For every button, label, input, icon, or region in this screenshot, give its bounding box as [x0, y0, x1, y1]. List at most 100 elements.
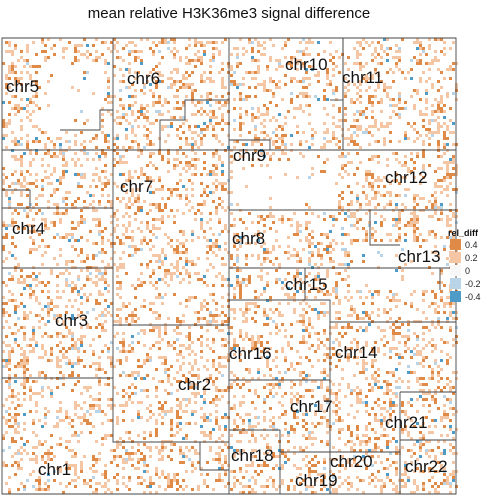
- heatmap-cell: [203, 128, 206, 131]
- heatmap-cell: [26, 50, 29, 53]
- heatmap-cell: [218, 197, 221, 200]
- heatmap-cell: [416, 38, 419, 41]
- heatmap-cell: [437, 386, 440, 389]
- heatmap-cell: [203, 53, 206, 56]
- heatmap-cell: [440, 452, 443, 455]
- heatmap-cell: [59, 272, 62, 275]
- heatmap-cell: [209, 449, 212, 452]
- heatmap-cell: [326, 272, 329, 275]
- heatmap-cell: [212, 365, 215, 368]
- heatmap-cell: [419, 62, 422, 65]
- heatmap-cell: [179, 446, 182, 449]
- heatmap-cell: [434, 398, 437, 401]
- heatmap-cell: [152, 101, 155, 104]
- heatmap-cell: [137, 443, 140, 446]
- heatmap-cell: [314, 131, 317, 134]
- heatmap-cell: [155, 110, 158, 113]
- heatmap-cell: [173, 116, 176, 119]
- heatmap-cell: [272, 80, 275, 83]
- heatmap-cell: [197, 320, 200, 323]
- heatmap-cell: [104, 437, 107, 440]
- heatmap-cell: [308, 104, 311, 107]
- heatmap-cell: [86, 410, 89, 413]
- heatmap-cell: [74, 383, 77, 386]
- heatmap-cell: [227, 317, 230, 320]
- heatmap-cell: [44, 44, 47, 47]
- heatmap-cell: [248, 338, 251, 341]
- heatmap-cell: [182, 212, 185, 215]
- heatmap-cell: [203, 389, 206, 392]
- heatmap-cell: [368, 317, 371, 320]
- heatmap-cell: [239, 308, 242, 311]
- heatmap-cell: [158, 413, 161, 416]
- heatmap-cell: [263, 428, 266, 431]
- heatmap-cell: [374, 197, 377, 200]
- heatmap-cell: [272, 386, 275, 389]
- heatmap-cell: [26, 206, 29, 209]
- heatmap-cell: [107, 182, 110, 185]
- heatmap-cell: [11, 53, 14, 56]
- heatmap-cell: [437, 179, 440, 182]
- heatmap-cell: [14, 431, 17, 434]
- heatmap-cell: [128, 95, 131, 98]
- heatmap-cell: [401, 380, 404, 383]
- heatmap-cell: [440, 203, 443, 206]
- heatmap-cell: [404, 188, 407, 191]
- heatmap-cell: [104, 170, 107, 173]
- heatmap-cell: [338, 299, 341, 302]
- heatmap-cell: [236, 233, 239, 236]
- heatmap-cell: [194, 386, 197, 389]
- heatmap-cell: [197, 125, 200, 128]
- heatmap-cell: [314, 380, 317, 383]
- heatmap-cell: [14, 71, 17, 74]
- heatmap-cell: [149, 404, 152, 407]
- heatmap-cell: [398, 194, 401, 197]
- heatmap-cell: [281, 65, 284, 68]
- heatmap-cell: [194, 410, 197, 413]
- heatmap-cell: [119, 308, 122, 311]
- heatmap-cell: [101, 278, 104, 281]
- heatmap-cell: [386, 443, 389, 446]
- heatmap-cell: [56, 377, 59, 380]
- heatmap-cell: [281, 218, 284, 221]
- heatmap-cell: [350, 134, 353, 137]
- heatmap-cell: [299, 356, 302, 359]
- heatmap-cell: [263, 104, 266, 107]
- heatmap-cell: [200, 143, 203, 146]
- heatmap-cell: [284, 44, 287, 47]
- heatmap-cell: [347, 323, 350, 326]
- heatmap-cell: [260, 245, 263, 248]
- heatmap-cell: [173, 41, 176, 44]
- heatmap-cell: [419, 425, 422, 428]
- heatmap-cell: [437, 281, 440, 284]
- heatmap-cell: [131, 125, 134, 128]
- heatmap-cell: [323, 248, 326, 251]
- heatmap-cell: [143, 173, 146, 176]
- heatmap-cell: [158, 356, 161, 359]
- heatmap-cell: [179, 407, 182, 410]
- heatmap-cell: [89, 266, 92, 269]
- heatmap-cell: [116, 50, 119, 53]
- heatmap-cell: [179, 353, 182, 356]
- heatmap-cell: [362, 401, 365, 404]
- heatmap-cell: [230, 212, 233, 215]
- heatmap-cell: [452, 371, 455, 374]
- heatmap-cell: [152, 122, 155, 125]
- heatmap-cell: [227, 305, 230, 308]
- heatmap-cell: [407, 329, 410, 332]
- heatmap-cell: [29, 182, 32, 185]
- heatmap-cell: [296, 224, 299, 227]
- heatmap-cell: [446, 302, 449, 305]
- heatmap-cell: [419, 431, 422, 434]
- heatmap-cell: [116, 347, 119, 350]
- heatmap-cell: [152, 326, 155, 329]
- heatmap-cell: [359, 443, 362, 446]
- heatmap-cell: [80, 176, 83, 179]
- heatmap-cell: [434, 191, 437, 194]
- heatmap-cell: [41, 188, 44, 191]
- heatmap-cell: [194, 41, 197, 44]
- heatmap-cell: [230, 74, 233, 77]
- heatmap-cell: [122, 74, 125, 77]
- heatmap-cell: [221, 62, 224, 65]
- heatmap-cell: [350, 242, 353, 245]
